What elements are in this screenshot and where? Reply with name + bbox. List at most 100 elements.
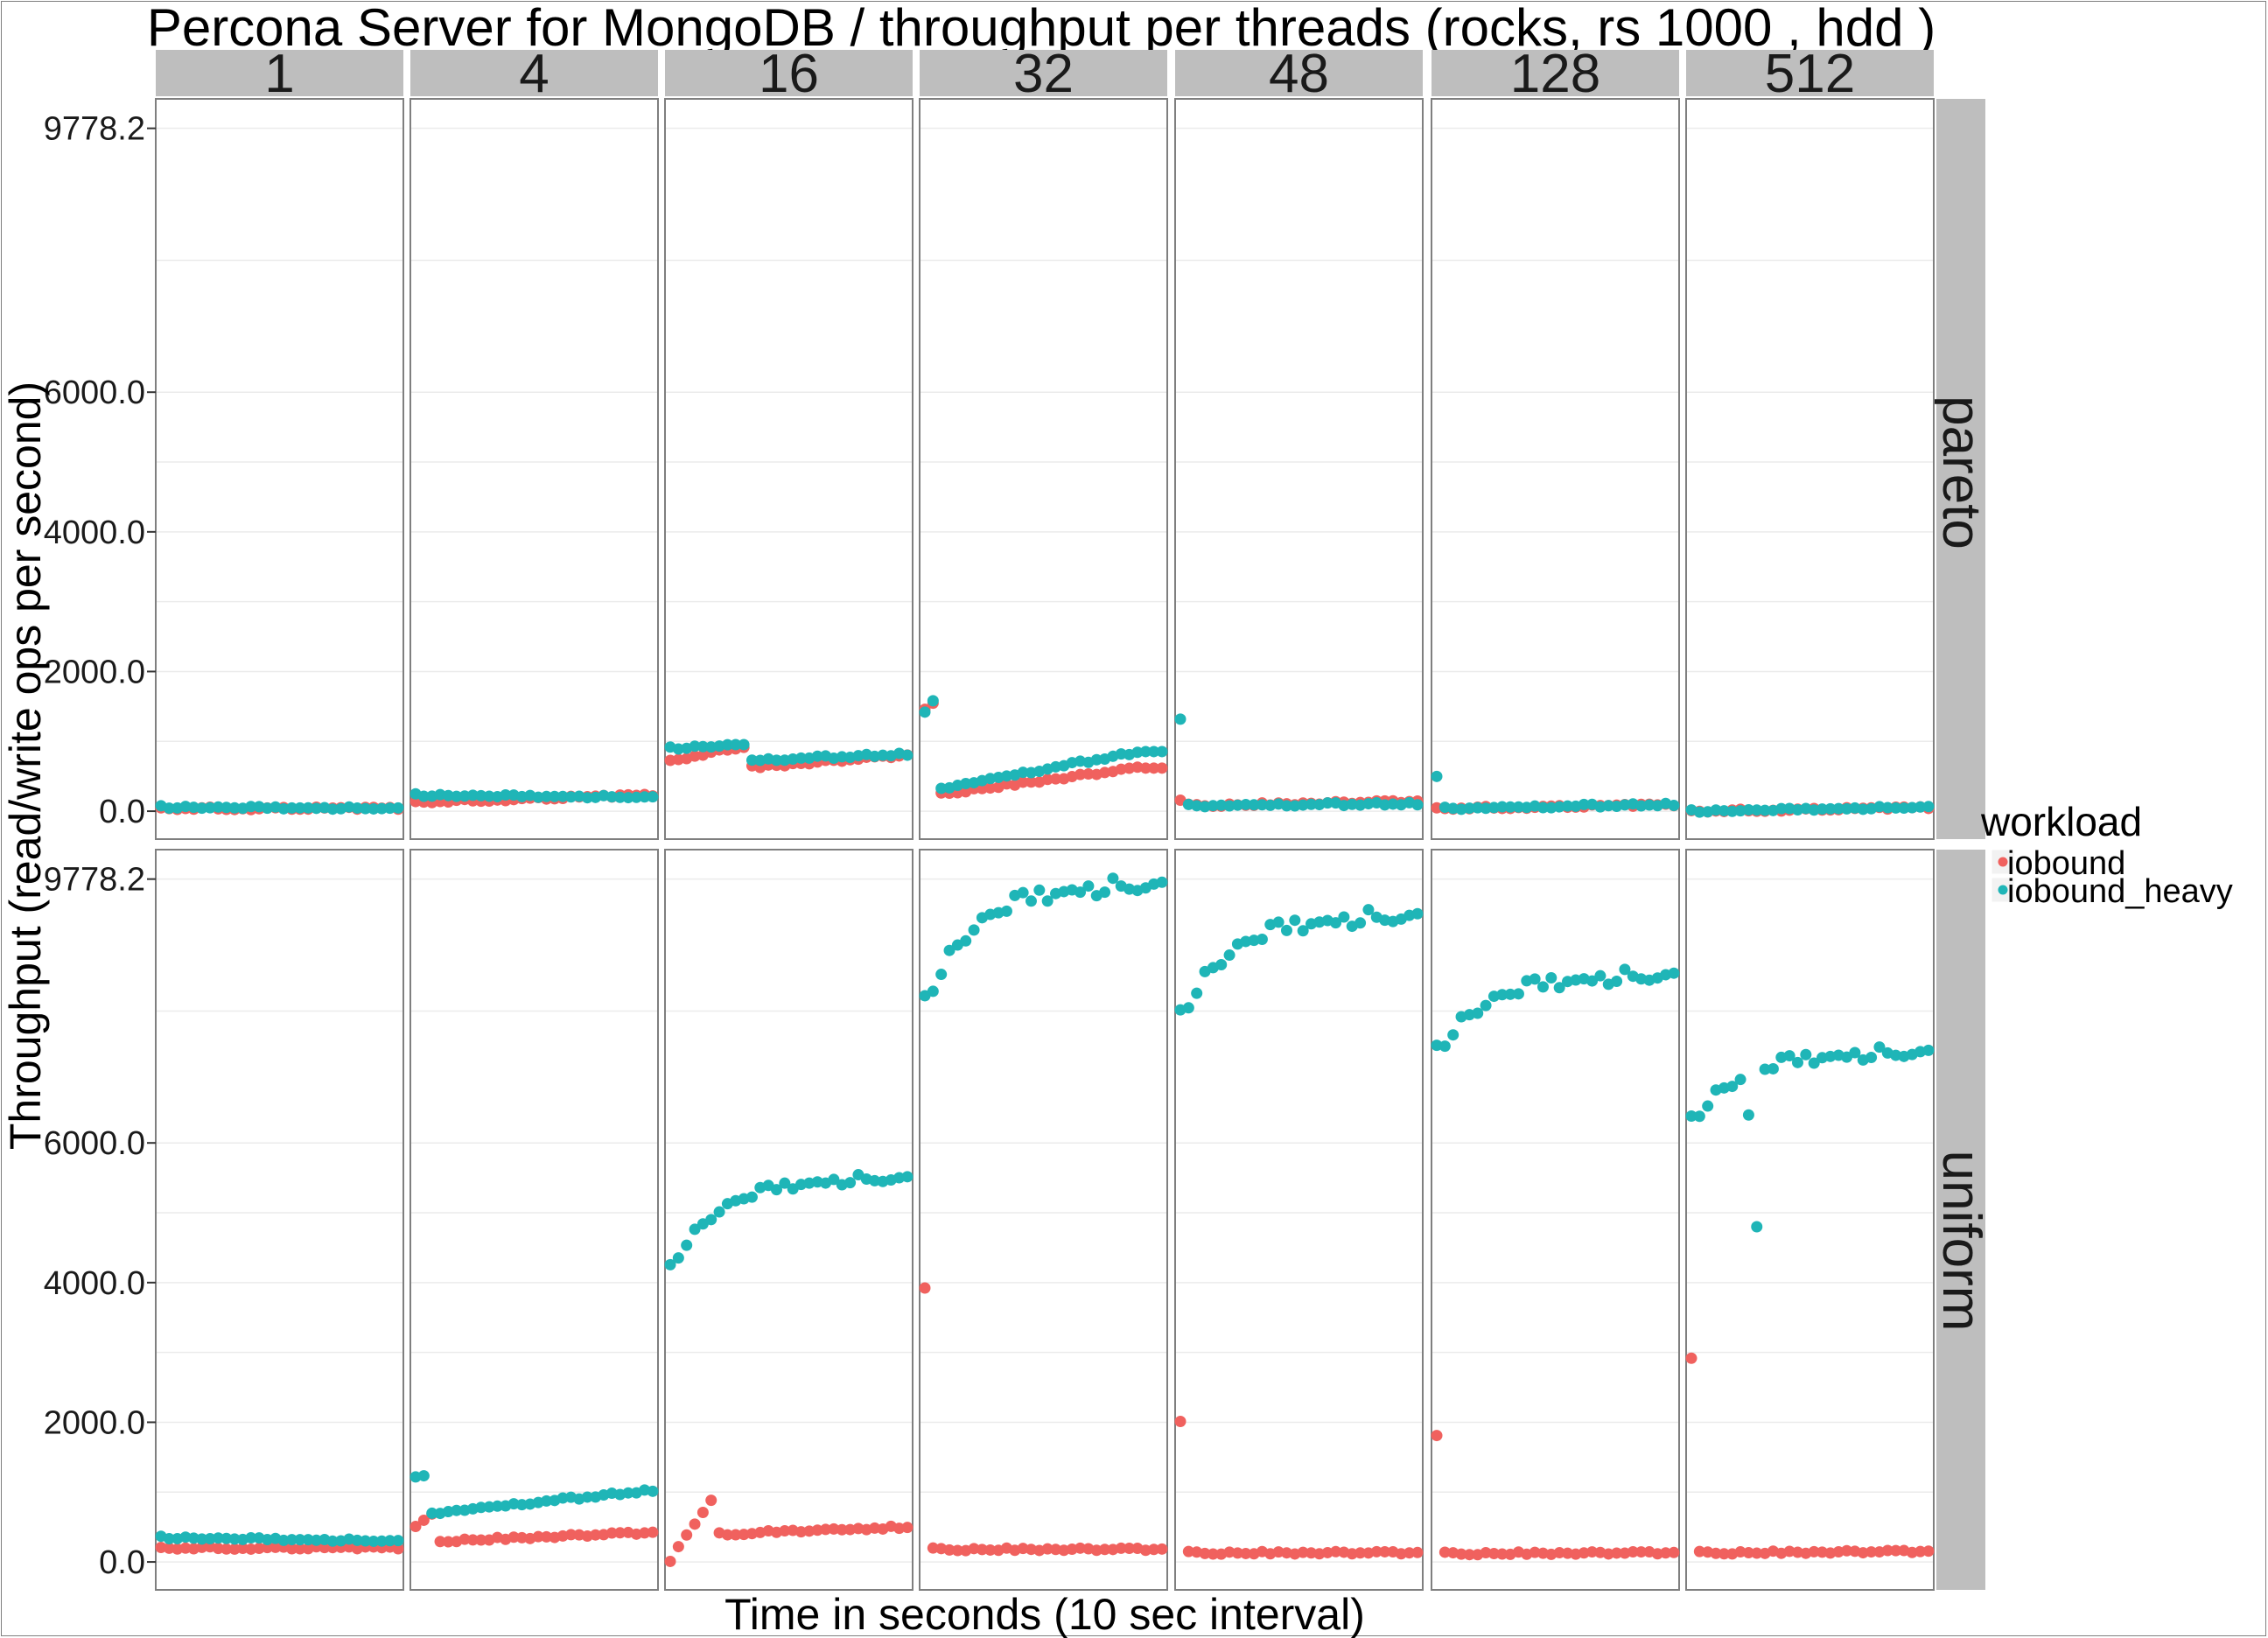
iobound-heavy-point xyxy=(1207,800,1219,812)
iobound-heavy-point xyxy=(828,1173,840,1186)
iobound-point xyxy=(976,1544,988,1556)
column-strip xyxy=(920,50,1167,96)
iobound-heavy-point xyxy=(1182,1002,1194,1014)
iobound-point xyxy=(721,1529,733,1541)
iobound-point xyxy=(1182,1545,1194,1558)
panel-background xyxy=(1686,850,1934,1590)
iobound-point xyxy=(434,1536,446,1548)
iobound-point xyxy=(1231,1547,1243,1559)
y-tick-label: 0.0 xyxy=(99,1544,145,1581)
iobound-point xyxy=(1090,1544,1102,1557)
iobound-heavy-point xyxy=(1156,876,1168,888)
iobound-heavy-point xyxy=(1857,803,1869,816)
iobound-point xyxy=(508,1531,520,1544)
iobound-heavy-point xyxy=(1914,801,1927,813)
iobound-point xyxy=(1074,768,1087,780)
iobound-heavy-point xyxy=(1602,800,1614,812)
iobound-heavy-point xyxy=(935,969,948,981)
iobound-heavy-point xyxy=(713,1206,725,1218)
iobound-heavy-point xyxy=(1362,904,1375,916)
iobound-point xyxy=(696,1506,709,1518)
iobound-heavy-point xyxy=(630,791,642,803)
iobound-heavy-point xyxy=(1751,1221,1763,1233)
iobound-point xyxy=(1074,1542,1087,1554)
iobound-point xyxy=(811,1524,823,1536)
iobound-point xyxy=(1668,1546,1680,1558)
iobound-heavy-point xyxy=(392,802,404,814)
iobound-heavy-point xyxy=(1231,799,1243,811)
iobound-heavy-point xyxy=(392,1535,404,1547)
iobound-point xyxy=(647,1526,659,1538)
y-tick-label: 4000.0 xyxy=(44,514,145,551)
iobound-heavy-point xyxy=(1156,746,1168,758)
y-axes: 0.0 2000.0 4000.0 6000.0 9778.2 0.0 2000.0 4000… xyxy=(44,111,156,1581)
iobound-point xyxy=(1404,1547,1416,1559)
column-strip xyxy=(1175,50,1423,96)
panel-border xyxy=(410,98,659,840)
iobound-point xyxy=(919,1282,931,1294)
iobound-point xyxy=(163,1542,175,1554)
iobound-point xyxy=(1710,1547,1722,1559)
iobound-point xyxy=(689,1518,701,1530)
iobound-heavy-point xyxy=(1354,917,1367,929)
iobound-heavy-point xyxy=(1586,975,1599,987)
iobound-heavy-point xyxy=(1240,798,1252,810)
iobound-point xyxy=(1914,1545,1927,1558)
iobound-heavy-point xyxy=(935,782,948,794)
iobound-heavy-point xyxy=(689,740,701,752)
iobound-heavy-point xyxy=(1431,770,1443,782)
panel-background xyxy=(1175,99,1423,839)
iobound-point xyxy=(442,1536,454,1548)
iobound-point xyxy=(976,782,988,794)
iobound-point xyxy=(943,1544,956,1556)
iobound-heavy-point xyxy=(384,802,396,815)
iobound-heavy-point xyxy=(1702,1100,1714,1112)
iobound-heavy-point xyxy=(1529,973,1541,985)
legend-label: iobound xyxy=(2007,845,2125,882)
iobound-heavy-point xyxy=(1256,799,1268,811)
iobound-heavy-point xyxy=(1734,1074,1746,1086)
row-strip-label: pareto xyxy=(1931,396,1992,550)
iobound-point xyxy=(565,1529,578,1541)
legend-key-iobound-heavy xyxy=(1998,885,2008,895)
row-strip xyxy=(1936,850,1985,1590)
panel-border xyxy=(1431,849,1680,1591)
iobound-heavy-point xyxy=(1099,886,1111,899)
panel-background xyxy=(1686,99,1934,839)
iobound-heavy-point xyxy=(1438,1040,1451,1053)
iobound-point xyxy=(1718,1548,1730,1560)
iobound-point xyxy=(606,1527,618,1539)
iobound-heavy-point xyxy=(1898,802,1910,815)
iobound-point xyxy=(984,1544,997,1556)
iobound-heavy-point xyxy=(1685,1110,1698,1122)
iobound-heavy-point xyxy=(606,791,618,803)
iobound-heavy-point xyxy=(475,789,487,802)
iobound-heavy-point xyxy=(466,789,479,802)
iobound-point xyxy=(1693,1545,1705,1558)
legend-title: workload xyxy=(1980,799,2142,844)
iobound-heavy-point xyxy=(187,802,200,814)
iobound-heavy-point xyxy=(689,1223,701,1236)
iobound-heavy-point xyxy=(426,1507,438,1519)
iobound-point xyxy=(1148,1544,1160,1556)
iobound-point xyxy=(1496,1548,1508,1560)
iobound-heavy-point xyxy=(326,803,339,816)
panel-background xyxy=(1432,99,1679,839)
y-tick-label: 6000.0 xyxy=(44,374,145,411)
panel-background xyxy=(156,850,403,1590)
iobound-point xyxy=(475,1534,487,1546)
iobound-heavy-point xyxy=(1775,802,1788,815)
iobound-point xyxy=(639,1527,651,1539)
iobound-point xyxy=(681,1529,693,1541)
iobound-heavy-point xyxy=(877,749,889,761)
iobound-heavy-point xyxy=(1693,806,1705,818)
iobound-point xyxy=(1330,1545,1342,1558)
iobound-point xyxy=(664,1555,676,1567)
iobound-point xyxy=(172,1543,184,1555)
iobound-heavy-point xyxy=(581,792,593,804)
iobound-heavy-point xyxy=(844,1177,857,1189)
iobound-heavy-point xyxy=(302,802,314,814)
iobound-point xyxy=(417,1514,430,1526)
